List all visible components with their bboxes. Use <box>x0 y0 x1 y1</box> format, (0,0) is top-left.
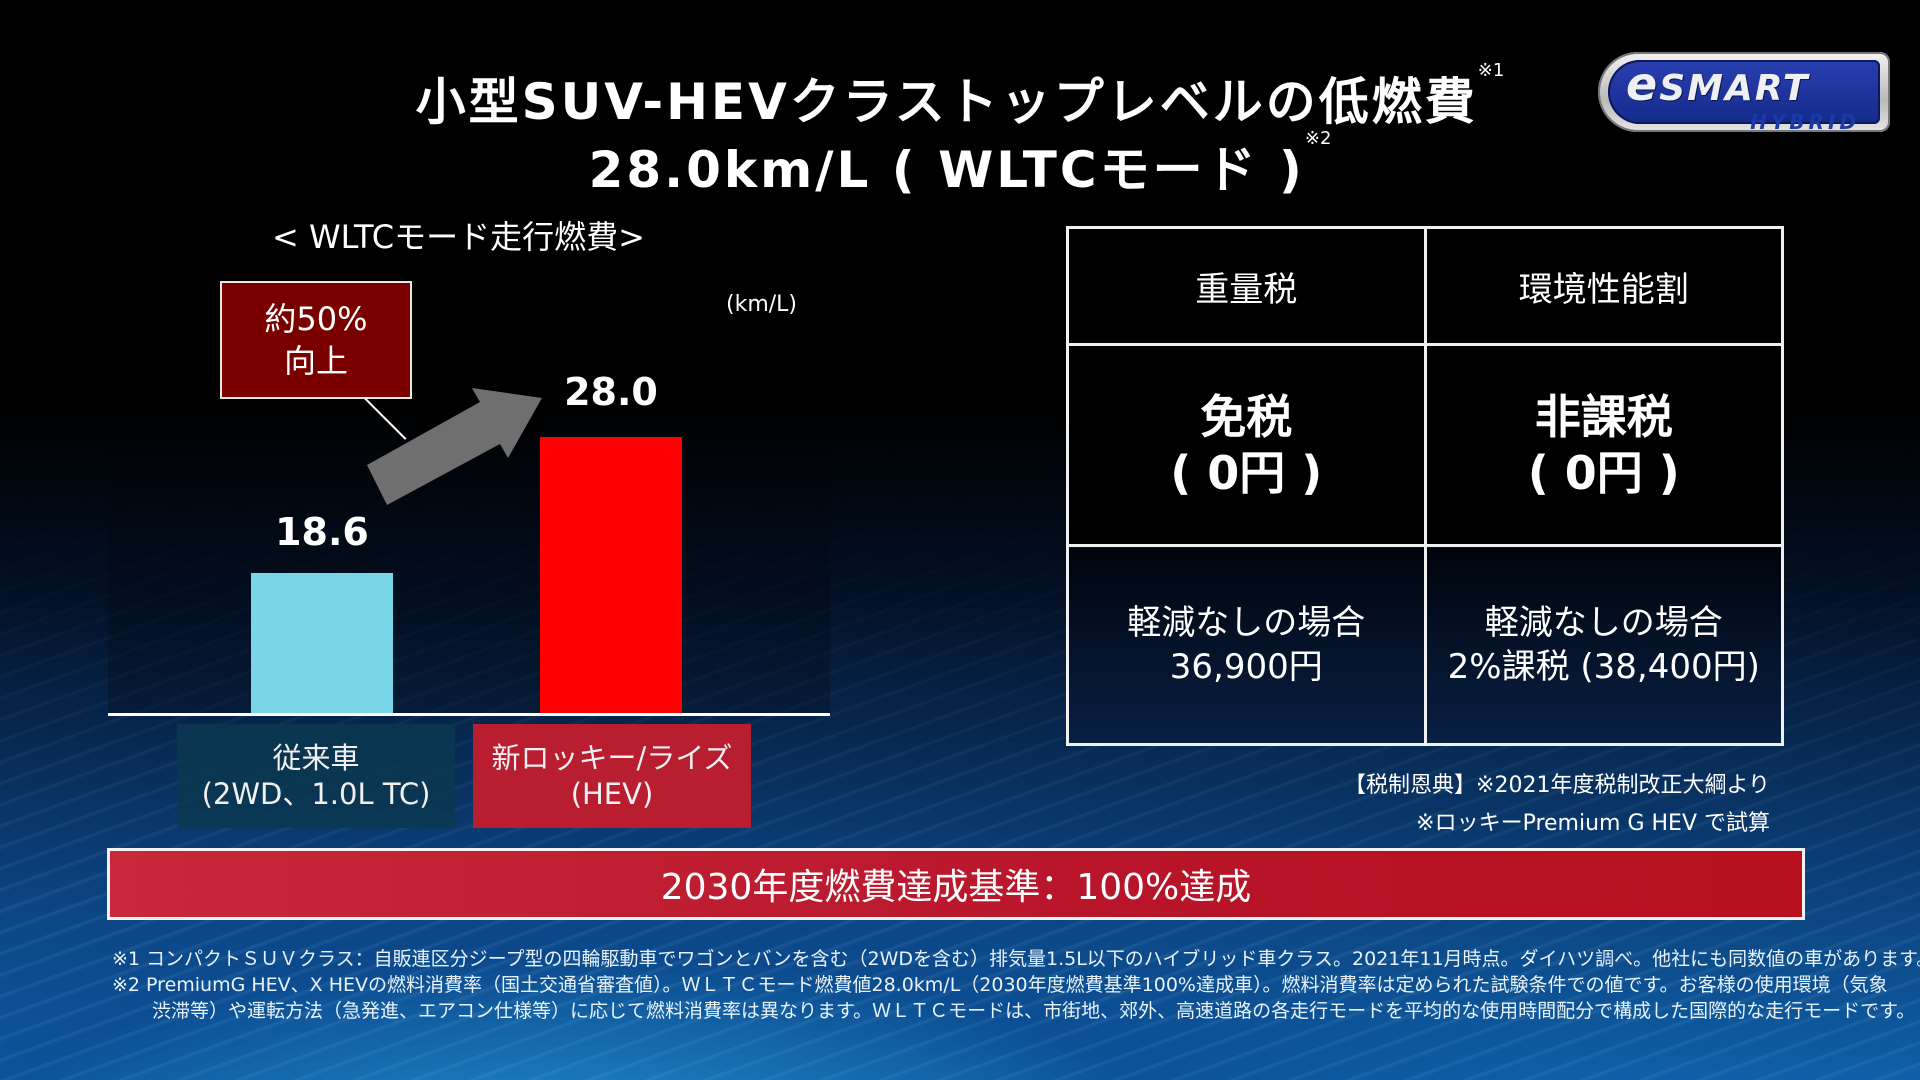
category-spec: (HEV) <box>570 777 654 811</box>
title-fuel-economy: 28.0km/L ( WLTCモード ) <box>588 141 1305 199</box>
logo-hybrid-text: HYBRID <box>1750 110 1860 134</box>
chart-unit: (km/L) <box>726 292 797 317</box>
footnote-ref-2: ※2 <box>1304 128 1332 149</box>
table-row-benefit: 免税 ( 0円 ) 非課税 ( 0円 ) <box>1066 343 1784 547</box>
trial-calculation-note: ※ロッキーPremium G HEV で試算 <box>1416 811 1770 836</box>
normal-case-amount: 2%課税 (38,400円) <box>1447 647 1760 687</box>
banner-text: 2030年度燃費達成基準：100%達成 <box>660 867 1252 908</box>
logo-smart-word: SMART <box>1659 68 1810 109</box>
normal-case-label: 軽減なしの場合 <box>1484 603 1723 643</box>
cell-weight-tax-benefit: 免税 ( 0円 ) <box>1066 343 1427 547</box>
callout-percent: 約50% <box>264 300 368 338</box>
category-spec: (2WD、1.0L TC) <box>201 777 431 811</box>
page-title-line1: 小型SUV-HEVクラストップレベルの低燃費※1 <box>0 60 1920 134</box>
improvement-callout: 約50% 向上 <box>220 281 412 399</box>
category-name: 従来車 <box>272 741 360 775</box>
bar-value-conventional: 18.6 <box>275 510 369 554</box>
category-name: 新ロッキー/ライズ <box>491 741 733 775</box>
bar-conventional <box>251 573 393 714</box>
increase-arrow-icon <box>367 388 542 505</box>
logo-e-letter: e <box>1626 57 1660 111</box>
footnote-1: ※1 コンパクトＳＵＶクラス：自販連区分ジープ型の四輪駆動車でワゴンとバンを含む… <box>112 948 1920 970</box>
achievement-banner: 2030年度燃費達成基準：100%達成 <box>107 848 1805 920</box>
table-header-row: 重量税 環境性能割 <box>1066 226 1784 346</box>
bar-value-hev: 28.0 <box>564 370 658 414</box>
normal-case-amount: 36,900円 <box>1169 647 1323 687</box>
footnote-ref-1: ※1 <box>1477 60 1505 81</box>
logo-badge: eSMART <box>1608 60 1880 124</box>
chart-title: < WLTCモード走行燃費> <box>272 218 645 256</box>
header-environmental-tax: 環境性能割 <box>1423 226 1784 346</box>
normal-case-label: 軽減なしの場合 <box>1127 603 1366 643</box>
tax-benefit-table: 重量税 環境性能割 免税 ( 0円 ) 非課税 ( 0円 ) 軽減なしの場合 3… <box>1066 226 1784 746</box>
header-weight-tax: 重量税 <box>1066 226 1427 346</box>
logo-smart-text: eSMART <box>1626 61 1866 109</box>
footnote-2: ※2 PremiumG HEV、X HEVの燃料消費率（国土交通省審査値）。ＷＬ… <box>112 974 1888 996</box>
category-label-hev: 新ロッキー/ライズ (HEV) <box>473 724 751 828</box>
tax-source-note: 【税制恩典】※2021年度税制改正大綱より <box>1344 773 1770 798</box>
benefit-amount: ( 0円 ) <box>1527 446 1680 500</box>
e-smart-hybrid-logo: eSMART HYBRID <box>1598 52 1890 134</box>
cell-environmental-tax-benefit: 非課税 ( 0円 ) <box>1423 343 1784 547</box>
cell-environmental-tax-normal: 軽減なしの場合 2%課税 (38,400円) <box>1423 544 1784 746</box>
category-label-conventional: 従来車 (2WD、1.0L TC) <box>177 724 455 828</box>
chart-baseline <box>108 713 830 716</box>
callout-text: 向上 <box>283 342 348 380</box>
benefit-main: 免税 <box>1200 390 1293 444</box>
title-text: 小型SUV-HEVクラストップレベルの低燃費 <box>415 73 1478 131</box>
cell-weight-tax-normal: 軽減なしの場合 36,900円 <box>1066 544 1427 746</box>
benefit-main: 非課税 <box>1534 390 1673 444</box>
page-title-line2: 28.0km/L ( WLTCモード )※2 <box>0 128 1920 202</box>
benefit-amount: ( 0円 ) <box>1170 446 1323 500</box>
footnote-2-continued: 渋滞等）や運転方法（急発進、エアコン仕様等）に応じて燃料消費率は異なります。ＷＬ… <box>152 1000 1916 1022</box>
table-row-without-reduction: 軽減なしの場合 36,900円 軽減なしの場合 2%課税 (38,400円) <box>1066 544 1784 746</box>
bar-hev <box>540 437 682 714</box>
